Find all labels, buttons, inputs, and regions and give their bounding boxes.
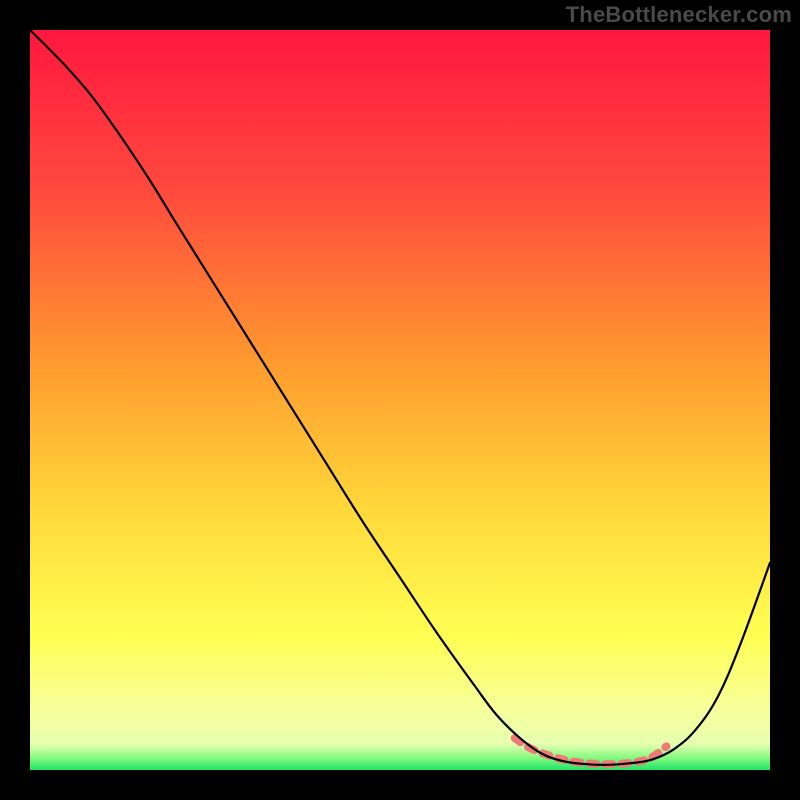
bottleneck-chart [0, 0, 800, 800]
plot-background [30, 30, 770, 770]
chart-container: TheBottlenecker.com [0, 0, 800, 800]
